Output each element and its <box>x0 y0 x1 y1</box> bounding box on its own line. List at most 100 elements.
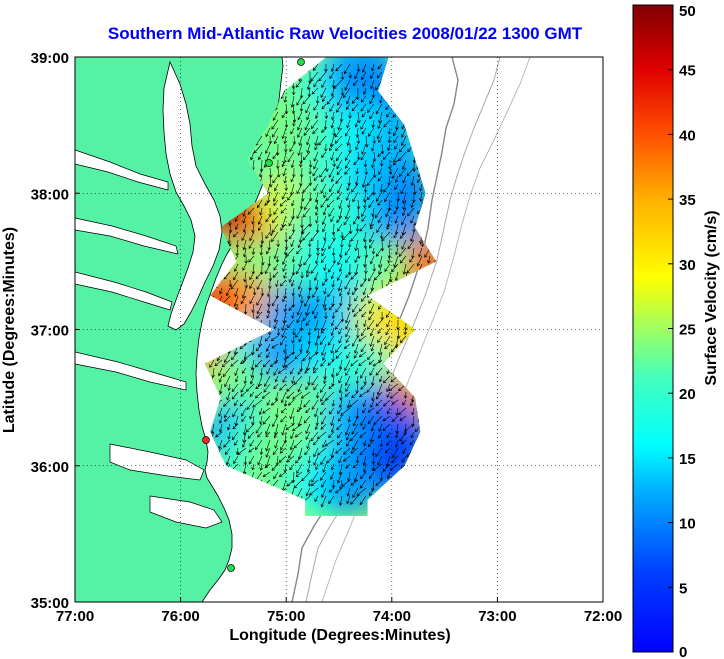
velocity-arrow <box>336 271 343 282</box>
velocity-arrow <box>311 375 319 386</box>
velocity-arrow <box>348 144 352 154</box>
velocity-arrow <box>354 295 359 302</box>
velocity-arrow <box>256 279 263 291</box>
y-tick-label: 39:00 <box>31 50 69 67</box>
velocity-arrow <box>344 207 351 220</box>
velocity-arrow <box>302 151 311 161</box>
velocity-arrow <box>384 191 391 203</box>
velocity-arrow <box>314 335 319 346</box>
velocity-arrow <box>377 199 383 206</box>
velocity-arrow <box>370 71 375 80</box>
velocity-arrow <box>355 127 360 138</box>
velocity-arrow <box>234 415 239 426</box>
velocity-arrow <box>314 199 319 210</box>
velocity-arrow <box>259 367 264 377</box>
velocity-arrow <box>259 247 264 256</box>
velocity-arrow <box>345 255 351 264</box>
velocity-arrow <box>313 455 319 466</box>
velocity-arrow <box>376 127 383 140</box>
velocity-arrow <box>265 231 271 239</box>
velocity-arrow <box>355 455 360 464</box>
velocity-arrow <box>269 223 273 237</box>
velocity-arrow <box>283 95 287 103</box>
y-tick-label: 37:00 <box>31 323 69 340</box>
velocity-arrow <box>393 127 399 137</box>
velocity-arrow <box>399 415 407 421</box>
velocity-arrow <box>398 167 407 177</box>
velocity-arrow <box>246 399 255 411</box>
velocity-arrow <box>273 367 279 376</box>
y-axis: 39:00 38:00 37:00 36:00 35:00 <box>31 50 80 612</box>
velocity-arrow <box>347 303 351 311</box>
velocity-arrow <box>382 423 391 432</box>
velocity-arrow <box>379 439 384 448</box>
velocity-arrow <box>323 287 327 295</box>
colorbar-tick-label: 45 <box>679 63 696 80</box>
velocity-arrow <box>271 343 279 349</box>
velocity-arrow <box>265 439 271 452</box>
velocity-arrow <box>331 111 335 121</box>
velocity-arrow <box>361 63 367 73</box>
chart-title: Southern Mid-Atlantic Raw Velocities 200… <box>108 24 583 43</box>
velocity-arrow <box>279 199 287 207</box>
velocity-arrow <box>394 175 399 183</box>
velocity-arrow <box>313 159 319 170</box>
velocity-arrow <box>316 295 320 303</box>
velocity-arrow <box>329 135 335 148</box>
velocity-arrow <box>335 151 343 162</box>
velocity-arrow <box>375 319 383 327</box>
velocity-arrow <box>401 159 407 170</box>
velocity-arrow <box>352 79 359 86</box>
velocity-arrow <box>242 431 247 443</box>
velocity-arrow <box>379 231 384 240</box>
velocity-arrow <box>378 111 383 124</box>
velocity-arrow <box>227 423 231 431</box>
y-tick-label: 38:00 <box>31 186 69 203</box>
velocity-arrow <box>232 231 239 238</box>
velocity-arrow <box>270 335 279 342</box>
velocity-arrow <box>345 103 351 110</box>
velocity-arrow <box>303 415 311 424</box>
velocity-arrow <box>273 207 279 215</box>
velocity-arrow <box>402 199 407 211</box>
colorbar-tick-label: 10 <box>679 516 696 533</box>
velocity-arrow <box>324 311 328 320</box>
velocity-arrow <box>273 135 279 145</box>
velocity-arrow <box>345 327 351 338</box>
velocity-arrow <box>248 455 255 465</box>
velocity-arrow <box>311 399 319 410</box>
velocity-arrow <box>401 215 407 226</box>
velocity-arrow <box>386 383 391 393</box>
bathymetry-contour <box>305 57 501 602</box>
velocity-arrow <box>240 295 247 305</box>
velocity-arrow <box>257 199 263 209</box>
velocity-arrow <box>386 407 391 415</box>
velocity-arrow <box>360 279 367 287</box>
velocity-arrow <box>335 303 343 313</box>
velocity-arrow <box>346 487 351 497</box>
velocity-arrow <box>313 383 319 391</box>
velocity-arrow <box>320 391 327 402</box>
velocity-arrow <box>303 199 311 211</box>
velocity-arrow <box>249 271 255 281</box>
velocity-arrow <box>306 135 311 146</box>
velocity-arrow <box>355 143 359 151</box>
velocity-arrow <box>318 135 327 146</box>
velocity-arrow <box>312 359 319 371</box>
velocity-arrow <box>321 343 327 356</box>
velocity-arrow <box>249 295 255 305</box>
velocity-arrow <box>280 407 287 414</box>
velocity-arrow <box>327 287 335 298</box>
velocity-arrow <box>370 79 375 90</box>
velocity-arrow <box>330 151 335 161</box>
velocity-arrow <box>371 447 376 457</box>
velocity-arrow <box>286 455 295 463</box>
velocity-arrow <box>233 455 239 464</box>
velocity-arrow <box>416 255 423 267</box>
velocity-arrow <box>351 423 359 435</box>
velocity-arrow <box>398 247 407 257</box>
velocity-arrow <box>297 415 303 427</box>
velocity-arrow <box>343 215 351 226</box>
velocity-arrow <box>265 447 271 458</box>
velocity-arrow <box>275 279 279 288</box>
